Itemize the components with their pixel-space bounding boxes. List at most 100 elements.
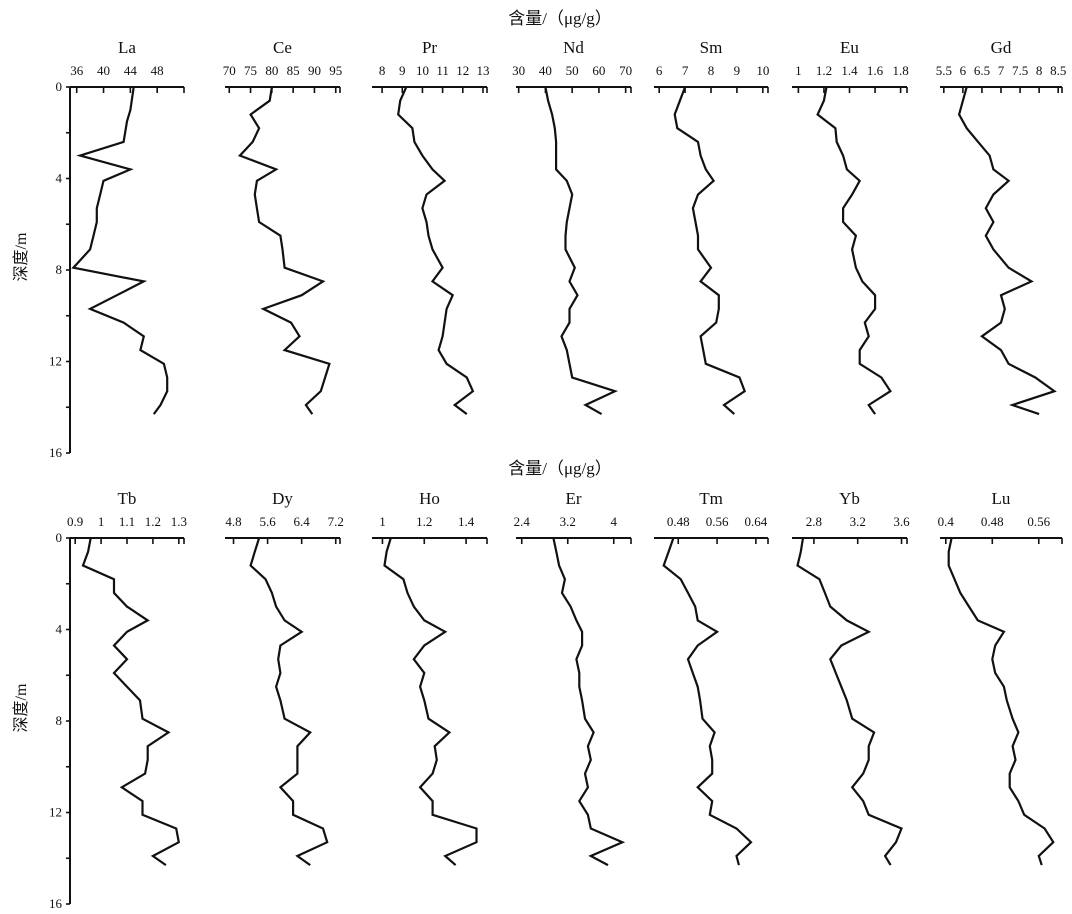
panel-ho: Ho 1 1.2 1.4 [372,489,488,866]
x-tick-label-sm: 6 [656,63,663,78]
x-tick-label-ce: 95 [329,63,342,78]
x-tick-label-pr: 11 [436,63,449,78]
x-tick-label-tm: 0.64 [744,514,767,529]
panel-ce: Ce 70 75 80 85 90 95 [223,38,342,415]
x-tick-label-nd: 30 [512,63,525,78]
x-tick-label-tm: 0.56 [706,514,729,529]
x-tick-label-la: 48 [151,63,164,78]
x-tick-label-ce: 85 [287,63,300,78]
x-tick-label-sm: 7 [682,63,689,78]
x-tick-label-tm: 0.48 [667,514,690,529]
element-name-pr: Pr [422,38,437,57]
depth-tick-label: 16 [49,445,63,460]
x-tick-label-tb: 0.9 [67,514,83,529]
depth-tick-label: 4 [56,171,63,186]
x-tick-label-er: 4 [611,514,618,529]
x-tick-label-gd: 5.5 [936,63,952,78]
element-name-tb: Tb [118,489,137,508]
x-tick-label-lu: 0.56 [1027,514,1050,529]
series-line-yb [796,537,903,866]
x-tick-label-la: 36 [70,63,84,78]
x-tick-label-dy: 6.4 [294,514,311,529]
series-line-er [552,537,626,867]
element-name-la: La [118,38,136,57]
x-tick-label-sm: 8 [708,63,715,78]
series-line-gd [957,86,1057,416]
x-tick-label-ho: 1.4 [458,514,475,529]
element-name-lu: Lu [992,489,1011,508]
x-tick-label-nd: 60 [592,63,605,78]
element-name-yb: Yb [839,489,860,508]
depth-tick-label: 0 [56,79,63,94]
panel-pr: Pr 8 9 10 11 12 13 [372,38,489,415]
x-tick-label-nd: 50 [566,63,579,78]
panel-tm: Tm 0.48 0.56 0.64 [654,489,769,866]
x-tick-label-eu: 1.2 [816,63,832,78]
depth-tick-label: 0 [56,530,63,545]
series-line-tm [662,537,753,866]
series-line-pr [397,86,475,415]
series-line-dy [249,537,329,866]
x-tick-label-ho: 1 [379,514,386,529]
element-name-eu: Eu [840,38,859,57]
x-tick-label-gd: 8.5 [1050,63,1066,78]
panel-sm: Sm 6 7 8 9 10 [654,38,769,415]
x-tick-label-lu: 0.4 [938,514,955,529]
x-tick-label-nd: 70 [619,63,632,78]
x-tick-label-sm: 10 [756,63,769,78]
x-tick-label-er: 2.4 [514,514,531,529]
x-tick-label-gd: 8 [1036,63,1043,78]
series-line-la [71,86,169,415]
x-tick-label-nd: 40 [539,63,552,78]
depth-tick-label: 8 [56,713,63,728]
x-tick-label-la: 44 [124,63,138,78]
element-name-ho: Ho [419,489,440,508]
series-line-ho [383,537,478,866]
element-name-gd: Gd [991,38,1012,57]
x-tick-label-ce: 80 [265,63,278,78]
series-line-lu [947,537,1055,866]
element-name-nd: Nd [563,38,584,57]
x-tick-label-gd: 6 [960,63,967,78]
x-tick-label-eu: 1.8 [892,63,908,78]
depth-tick-label: 4 [56,622,63,637]
x-tick-label-gd: 6.5 [974,63,990,78]
series-line-eu [816,86,892,415]
element-name-ce: Ce [273,38,292,57]
x-tick-label-pr: 13 [476,63,489,78]
element-name-dy: Dy [272,489,293,508]
x-tick-label-tb: 1.2 [145,514,161,529]
depth-axis-label-bottom: 深度/m [12,683,30,732]
x-tick-label-yb: 3.2 [850,514,866,529]
panel-nd: Nd 30 40 50 60 70 [512,38,632,416]
series-line-ce [237,86,331,415]
x-tick-label-ho: 1.2 [416,514,432,529]
series-line-nd [544,86,619,416]
depth-tick-label: 16 [49,896,63,911]
x-tick-label-yb: 3.6 [893,514,910,529]
x-tick-label-pr: 12 [456,63,469,78]
x-tick-label-tb: 1.1 [119,514,135,529]
panel-er: Er 2.4 3.2 4 [514,489,632,867]
unit-title-top: 含量/（μg/g） [508,9,612,28]
x-tick-label-er: 3.2 [560,514,576,529]
element-name-sm: Sm [700,38,723,57]
x-tick-label-tb: 1 [98,514,105,529]
x-tick-label-ce: 75 [244,63,257,78]
panel-eu: Eu 1 1.2 1.4 1.6 1.8 [792,38,909,415]
x-tick-label-ce: 90 [308,63,321,78]
depth-tick-label: 8 [56,262,63,277]
panel-yb: Yb 2.8 3.2 3.6 [792,489,910,866]
x-tick-label-eu: 1 [795,63,802,78]
depth-tick-label: 12 [49,805,62,820]
series-line-tb [81,537,181,867]
depth-axis-label-top: 深度/m [12,232,30,281]
x-tick-label-la: 40 [97,63,110,78]
x-tick-label-eu: 1.6 [867,63,884,78]
series-line-sm [673,86,747,415]
x-tick-label-yb: 2.8 [806,514,822,529]
x-tick-label-sm: 9 [734,63,741,78]
